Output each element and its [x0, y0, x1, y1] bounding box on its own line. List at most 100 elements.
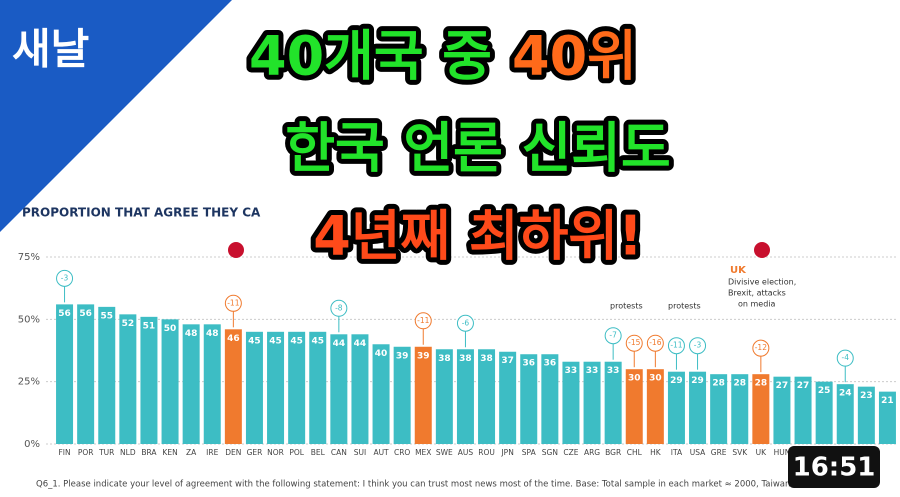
y-tick-label: 25% [18, 377, 40, 388]
x-tick-label: SPA [522, 448, 537, 457]
bar [435, 349, 453, 444]
x-tick-label: TUR [98, 448, 114, 457]
value-label: 40 [375, 349, 388, 359]
value-label: 33 [565, 366, 578, 376]
value-label: 23 [860, 391, 873, 401]
bar [372, 344, 390, 444]
x-tick-label: BEL [311, 448, 326, 457]
x-tick-label: HK [650, 448, 662, 457]
value-label: 52 [122, 319, 135, 329]
x-tick-label: UK [756, 448, 767, 457]
change-label: -7 [609, 331, 617, 340]
change-badge [646, 334, 664, 352]
value-label: 45 [269, 336, 282, 346]
x-tick-label: ZA [186, 448, 197, 457]
change-badge [56, 269, 74, 287]
value-label: 27 [797, 381, 810, 391]
x-tick-label: JPN [500, 448, 513, 457]
bar [794, 376, 812, 444]
value-label: 29 [670, 376, 683, 386]
y-tick-label: 0% [24, 439, 40, 450]
note: protests [610, 302, 643, 311]
bar [56, 304, 74, 444]
bar [456, 349, 474, 444]
value-label: 39 [417, 351, 430, 361]
bar [499, 351, 517, 444]
x-tick-label: SGN [542, 448, 558, 457]
change-label: -11 [227, 298, 239, 307]
bar [520, 354, 538, 444]
change-badge [836, 349, 854, 367]
value-label: 38 [438, 354, 451, 364]
bar [625, 369, 643, 444]
logo-banner [0, 0, 232, 232]
bar [267, 331, 285, 444]
value-label: 55 [100, 311, 113, 321]
x-tick-label: CRO [394, 448, 410, 457]
x-tick-label: MEX [415, 448, 431, 457]
value-label: 51 [143, 321, 156, 331]
bar [203, 324, 221, 444]
value-label: 48 [206, 329, 219, 339]
value-label: 30 [649, 374, 662, 384]
value-label: 44 [333, 339, 346, 349]
value-label: 56 [79, 309, 92, 319]
chart-title: PROPORTION THAT AGREE THEY CA [22, 206, 261, 220]
note: UK [730, 265, 747, 276]
bar [878, 391, 896, 444]
change-label: -16 [649, 338, 661, 347]
bar [815, 381, 833, 444]
bar [752, 374, 770, 444]
note: protests [668, 302, 701, 311]
x-tick-label: AUT [373, 448, 389, 457]
headline-orange: 40위 [512, 25, 637, 88]
bar [604, 361, 622, 444]
bar [119, 314, 137, 444]
bar [667, 371, 685, 444]
value-label: 33 [607, 366, 620, 376]
x-tick-label: USA [690, 448, 706, 457]
value-label: 36 [522, 359, 535, 369]
x-tick-label: KEN [162, 448, 177, 457]
bar [161, 319, 179, 444]
x-tick-label: FIN [58, 448, 70, 457]
change-label: -3 [694, 341, 702, 350]
value-label: 44 [354, 339, 367, 349]
bar [140, 316, 158, 444]
bar [646, 369, 664, 444]
value-label: 28 [712, 379, 725, 389]
change-label: -11 [417, 316, 429, 325]
bar [77, 304, 95, 444]
bar [393, 346, 411, 444]
x-tick-label: ITA [671, 448, 683, 457]
x-tick-label: SVK [732, 448, 748, 457]
x-tick-label: POR [78, 448, 94, 457]
headline-line2: 한국 언론 신뢰도 [285, 117, 670, 180]
x-tick-label: BGR [605, 448, 621, 457]
bar [309, 331, 327, 444]
value-label: 36 [544, 359, 557, 369]
bar [541, 354, 559, 444]
x-tick-label: POL [289, 448, 304, 457]
change-badge [625, 334, 643, 352]
value-label: 45 [248, 336, 261, 346]
bar [414, 346, 432, 444]
denmark-flag [228, 242, 244, 258]
change-label: -6 [462, 318, 470, 327]
value-label: 50 [164, 324, 177, 334]
x-tick-label: CHL [627, 448, 643, 457]
bar [773, 376, 791, 444]
value-label: 38 [459, 354, 472, 364]
x-tick-label: GER [247, 448, 263, 457]
headline-green: 40개국 중 [249, 25, 492, 88]
change-badge [224, 294, 242, 312]
value-label: 21 [881, 396, 894, 406]
bar [351, 334, 369, 444]
change-badge [604, 327, 622, 345]
y-tick-label: 75% [18, 252, 40, 263]
change-badge [689, 337, 707, 355]
change-label: -3 [61, 273, 69, 282]
change-badge [330, 299, 348, 317]
x-tick-label: ARG [584, 448, 600, 457]
